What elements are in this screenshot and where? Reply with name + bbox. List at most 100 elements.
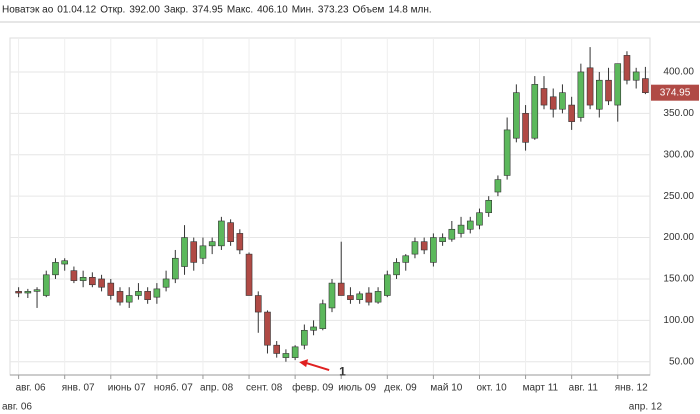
x-tick-label: сент. 08 [246, 383, 283, 394]
x-tick-label: авг. 06 [16, 383, 46, 394]
x-tick-label: апр. 08 [200, 383, 234, 394]
candle-body [632, 71, 640, 81]
range-end: апр. 12 [629, 402, 663, 413]
candle-body [172, 257, 179, 280]
candle-body [559, 92, 566, 110]
x-tick-label: авг. 11 [569, 383, 599, 394]
y-tick-label: 350.00 [663, 108, 694, 119]
candle-body [116, 291, 124, 303]
annotation-arrowhead [299, 359, 309, 368]
instrument-name: Новатэк ао [2, 5, 54, 16]
price-tag-label: 374.95 [660, 87, 691, 98]
candle-body [328, 282, 336, 309]
candle-body [513, 92, 520, 139]
field-value: 14.8 млн. [388, 5, 431, 16]
candle-body [282, 353, 290, 358]
x-tick-label: февр. 09 [292, 382, 334, 394]
field-label: Закр. [164, 5, 188, 16]
candle-body [89, 276, 96, 286]
range-start: авг. 06 [2, 402, 32, 413]
date: 01.04.12 [57, 5, 96, 16]
candle-body [439, 237, 446, 242]
field-value: 373.23 [318, 5, 349, 16]
x-tick-label: нояб. 07 [154, 382, 193, 394]
x-tick-label: июнь 07 [108, 383, 146, 394]
candle-body [310, 326, 317, 331]
x-tick-label: июль 09 [338, 383, 376, 394]
candle-body [337, 282, 345, 296]
candle-body [227, 222, 234, 242]
candle-body [476, 212, 483, 226]
y-tick-label: 150.00 [663, 274, 694, 285]
candle-body [208, 241, 216, 247]
candle-body [347, 295, 354, 300]
candle-body [42, 274, 50, 296]
candle-body [70, 270, 78, 281]
candle-body [596, 79, 603, 110]
candle-body [586, 67, 594, 106]
candle-body [273, 344, 280, 354]
candle-body [494, 179, 502, 193]
field-value: 406.10 [257, 5, 288, 16]
candle-body [420, 241, 428, 251]
x-tick-label: май 10 [430, 383, 462, 394]
candle-body [356, 293, 363, 300]
candle-body [531, 84, 539, 139]
candle-body [614, 63, 622, 106]
candle-body [430, 237, 437, 263]
candle-body [135, 291, 142, 296]
candle-body [199, 245, 207, 259]
candle-body [411, 241, 419, 255]
y-tick-label: 400.00 [663, 67, 694, 78]
candle-body [365, 292, 373, 303]
annotation-arrow [302, 361, 330, 372]
candle-body [33, 289, 41, 292]
candle-body [393, 262, 400, 276]
y-tick-label: 50.00 [669, 356, 694, 367]
y-tick-label: 200.00 [663, 232, 694, 243]
y-tick-label: 100.00 [663, 315, 694, 326]
field-label: Откр. [100, 5, 125, 16]
candle-body [125, 295, 133, 303]
candle-body [319, 303, 327, 329]
candle-body [24, 291, 32, 294]
candle-body [291, 346, 299, 358]
candle-body [540, 88, 548, 106]
candle-body [374, 291, 382, 303]
candle-body [642, 78, 649, 93]
candle-body [549, 96, 557, 110]
candle-body [264, 311, 271, 346]
candle-body [79, 276, 87, 281]
candle-body [577, 71, 585, 118]
field-value: 392.00 [129, 5, 160, 16]
x-tick-label: янв. 12 [615, 383, 648, 394]
candle-body [153, 288, 161, 298]
candle-body [144, 291, 151, 300]
candle-body [61, 260, 68, 265]
x-tick-label: март 11 [523, 383, 559, 394]
field-value: 374.95 [192, 5, 223, 16]
candle-body [457, 224, 465, 234]
candle-body [52, 262, 59, 276]
candle-body [98, 278, 105, 288]
candle-body [503, 129, 511, 176]
x-tick-label: дек. 09 [384, 383, 417, 394]
y-tick-label: 250.00 [663, 191, 694, 202]
candle-body [218, 220, 225, 247]
candle-body [301, 329, 308, 346]
header: Новатэк ао 01.04.12 Откр. 392.00 Закр. 374.95… [2, 4, 432, 16]
x-tick-label: янв. 07 [62, 383, 95, 394]
candle-body [384, 274, 391, 296]
candle-body [107, 282, 115, 296]
x-tick-label: окт. 10 [476, 383, 507, 394]
candle-body [402, 255, 410, 263]
field-label: Объем [353, 4, 385, 16]
candle-body [448, 228, 456, 240]
candle-body [181, 237, 188, 267]
candle-body [466, 220, 474, 230]
candle-body [254, 295, 262, 313]
annotation-label: 1 [339, 364, 346, 378]
candle-body [522, 113, 529, 143]
